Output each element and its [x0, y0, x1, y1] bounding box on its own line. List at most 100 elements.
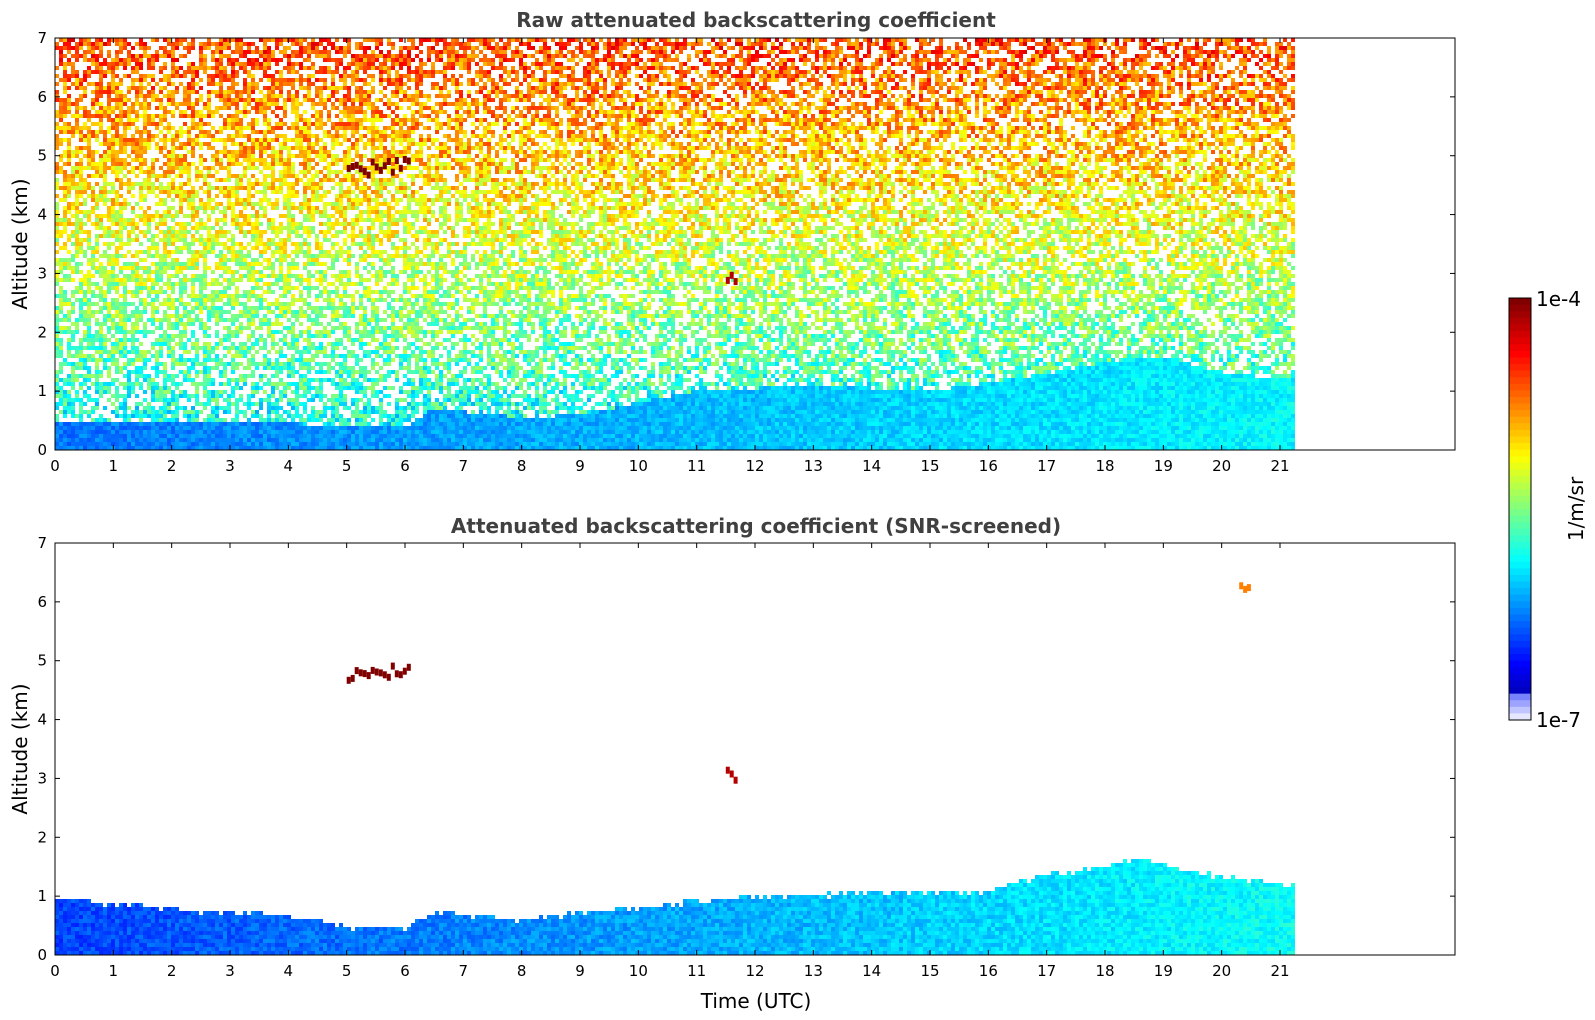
heatmap-cell [87, 66, 91, 70]
heatmap-cell [139, 134, 143, 138]
heatmap-cell [139, 74, 143, 78]
heatmap-cell [107, 286, 111, 290]
heatmap-cell [123, 430, 127, 434]
heatmap-cell [119, 414, 123, 418]
heatmap-cell [111, 350, 115, 354]
heatmap-cell [59, 38, 63, 42]
heatmap-cell [79, 186, 83, 190]
heatmap-cell [115, 262, 119, 266]
heatmap-cell [119, 142, 123, 146]
heatmap-cell [119, 266, 123, 270]
heatmap-cell [71, 234, 75, 238]
heatmap-cell [83, 358, 87, 362]
heatmap-cell [55, 138, 59, 142]
heatmap-cell [135, 338, 139, 342]
heatmap-cell [87, 326, 91, 330]
heatmap-cell [91, 70, 95, 74]
heatmap-cell [123, 282, 127, 286]
heatmap-cell [103, 110, 107, 114]
heatmap-cell [107, 146, 111, 150]
heatmap-cell [99, 334, 103, 338]
heatmap-cell [127, 138, 131, 142]
heatmap-cell [75, 330, 79, 334]
heatmap-cell [59, 338, 63, 342]
heatmap-cell [135, 54, 139, 58]
heatmap-cell [71, 438, 75, 442]
heatmap-cell [99, 446, 103, 450]
heatmap-cell [135, 430, 139, 434]
heatmap-cell [95, 398, 99, 402]
heatmap-cell [119, 246, 123, 250]
heatmap-cell [119, 270, 123, 274]
heatmap-cell [139, 142, 143, 146]
heatmap-cell [55, 238, 59, 242]
heatmap-cell [103, 170, 107, 174]
heatmap-cell [55, 210, 59, 214]
heatmap-cell [139, 150, 143, 154]
heatmap-cell [131, 270, 135, 274]
heatmap-cell [103, 282, 107, 286]
heatmap-cell [99, 326, 103, 330]
heatmap-cell [71, 442, 75, 446]
heatmap-cell [71, 426, 75, 430]
heatmap-cell [71, 414, 75, 418]
heatmap-cell [63, 290, 67, 294]
heatmap-cell [119, 230, 123, 234]
heatmap-cell [87, 258, 91, 262]
heatmap-cell [95, 246, 99, 250]
heatmap-cell [119, 166, 123, 170]
heatmap-cell [63, 406, 67, 410]
heatmap-cell [75, 318, 79, 322]
heatmap-cell [135, 382, 139, 386]
heatmap-cell [67, 130, 71, 134]
heatmap-cell [67, 178, 71, 182]
heatmap-cell [123, 290, 127, 294]
heatmap-cell [63, 422, 67, 426]
heatmap-cell [111, 262, 115, 266]
heatmap-cell [59, 410, 63, 414]
heatmap-cell [75, 42, 79, 46]
heatmap-cell [123, 442, 127, 446]
heatmap-cell [111, 66, 115, 70]
heatmap-cell [55, 374, 59, 378]
heatmap-cell [75, 346, 79, 350]
heatmap-cell [75, 110, 79, 114]
heatmap-cell [55, 218, 59, 222]
heatmap-cell [107, 210, 111, 214]
heatmap-cell [107, 282, 111, 286]
heatmap-cell [103, 70, 107, 74]
heatmap-cell [119, 42, 123, 46]
heatmap-cell [115, 410, 119, 414]
heatmap-cell [75, 82, 79, 86]
heatmap-cell [75, 426, 79, 430]
heatmap-cell [79, 82, 83, 86]
heatmap-cell [123, 62, 127, 66]
heatmap-cell [123, 242, 127, 246]
heatmap-cell [83, 202, 87, 206]
heatmap-cell [119, 150, 123, 154]
heatmap-cell [107, 318, 111, 322]
heatmap-cell [115, 394, 119, 398]
heatmap-cell [99, 330, 103, 334]
heatmap-cell [59, 366, 63, 370]
heatmap-cell [99, 346, 103, 350]
heatmap-cell [135, 346, 139, 350]
heatmap-cell [119, 354, 123, 358]
heatmap-cell [135, 154, 139, 158]
heatmap-cell [95, 358, 99, 362]
heatmap-cell [63, 110, 67, 114]
heatmap-cell [79, 446, 83, 450]
heatmap-cell [131, 70, 135, 74]
heatmap-cell [79, 230, 83, 234]
heatmap-cell [79, 46, 83, 50]
heatmap-cell [103, 194, 107, 198]
heatmap-cell [71, 382, 75, 386]
heatmap-cell [123, 338, 127, 342]
heatmap-cell [135, 138, 139, 142]
heatmap-cell [95, 174, 99, 178]
heatmap-cell [123, 94, 127, 98]
heatmap-cell [83, 422, 87, 426]
heatmap-cell [123, 302, 127, 306]
heatmap-cell [139, 446, 143, 450]
heatmap-cell [83, 442, 87, 446]
